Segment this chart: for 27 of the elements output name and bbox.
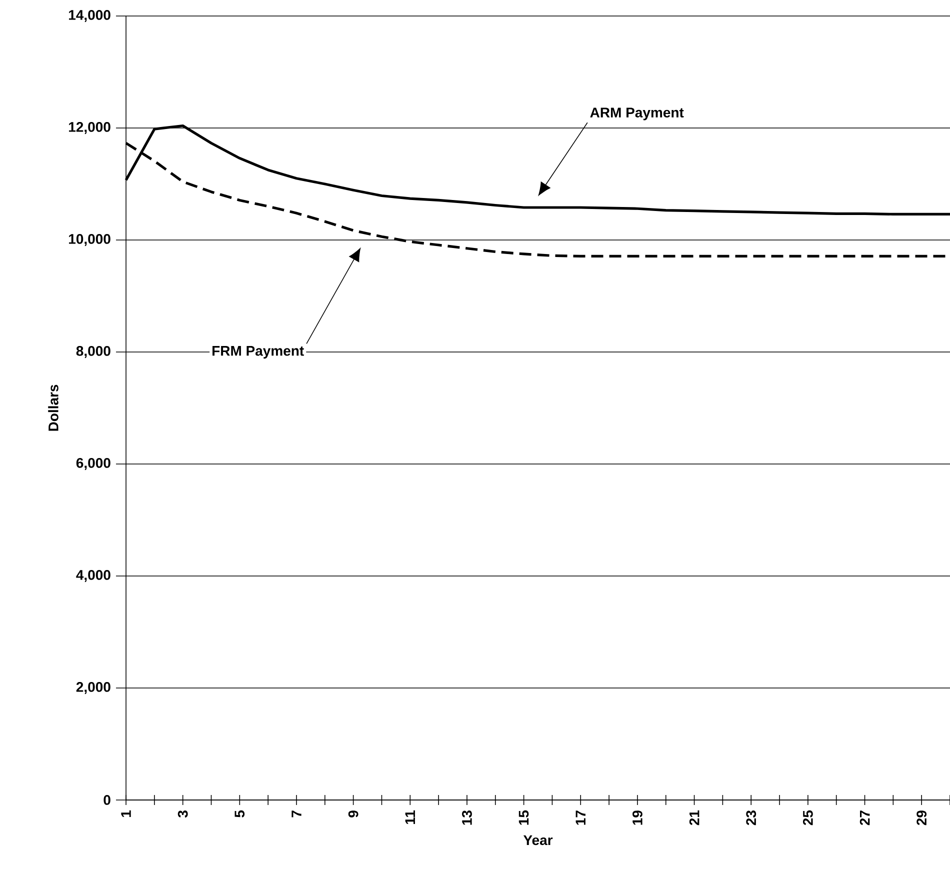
annotation: ARM Payment (590, 108, 684, 120)
x-tick-label: 23 (746, 810, 756, 826)
x-tick-label: 29 (916, 810, 927, 826)
y-tick-label: 12,000 (68, 122, 110, 134)
x-tick-label: 21 (689, 810, 700, 826)
x-tick-label: 13 (462, 810, 472, 825)
x-tick-label: 11 (405, 810, 415, 824)
y-tick-label: 14,000 (68, 10, 110, 22)
x-tick-label: 17 (576, 810, 586, 825)
x-tick-label: 15 (518, 810, 529, 825)
y-tick-label: 4,000 (76, 570, 110, 582)
x-tick-label: 1 (121, 810, 131, 817)
y-tick-label: 8,000 (76, 346, 110, 358)
y-axis-title: Dollars (48, 384, 58, 431)
x-tick-label: 19 (632, 810, 642, 825)
y-tick-label: 6,000 (76, 458, 110, 470)
x-tick-label: 3 (178, 810, 188, 818)
x-axis-title: Year (523, 835, 553, 846)
x-tick-label: 9 (348, 810, 358, 818)
x-tick-label: 5 (234, 810, 245, 818)
x-tick-label: 7 (292, 810, 302, 818)
x-tick-label: 27 (860, 810, 870, 826)
y-tick-label: 2,000 (76, 682, 110, 694)
x-tick-label: 25 (802, 810, 813, 826)
y-tick-label: 10,000 (68, 234, 110, 246)
annotation: FRM Payment (212, 346, 304, 359)
y-tick-label: 0 (104, 795, 110, 805)
